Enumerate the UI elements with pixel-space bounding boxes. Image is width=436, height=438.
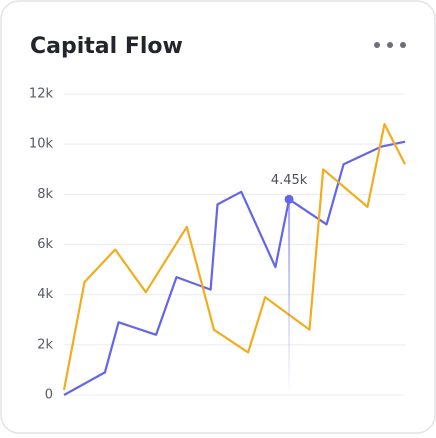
- y-tick-label: 10k: [29, 137, 54, 152]
- y-tick-label: 4k: [37, 287, 53, 302]
- y-tick-label: 8k: [37, 187, 53, 202]
- chart-title: Capital Flow: [30, 34, 183, 59]
- y-tick-label: 0: [45, 388, 53, 403]
- hover-label: 4.45k: [271, 173, 308, 188]
- y-tick-label: 6k: [37, 237, 53, 252]
- line-series: [62, 123, 406, 391]
- more-menu[interactable]: [374, 42, 406, 48]
- y-tick-label: 2k: [37, 337, 53, 352]
- line-series: [63, 140, 406, 396]
- hover-point: [284, 194, 294, 204]
- hover-line: [288, 199, 291, 395]
- y-tick-label: 12k: [29, 87, 54, 102]
